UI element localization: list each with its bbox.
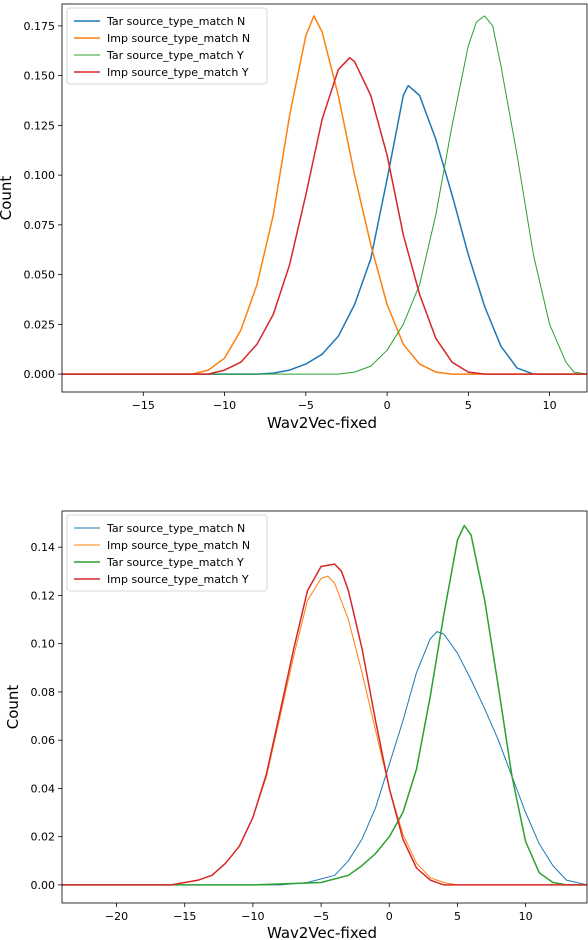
x-tick-label: −15 <box>173 910 196 923</box>
series-line-3 <box>62 563 587 886</box>
legend-box <box>66 7 268 85</box>
series-line-1 <box>62 15 587 375</box>
legend-entry: Imp source_type_match N <box>107 32 250 45</box>
y-tick-label: 0.075 <box>24 219 56 232</box>
series-line-2 <box>62 15 587 375</box>
y-tick-label: 0.100 <box>24 169 56 182</box>
x-axis-label: Wav2Vec-fixed <box>267 414 377 432</box>
x-tick-label: −5 <box>313 910 329 923</box>
series-line-2 <box>62 524 587 886</box>
legend-box <box>66 514 268 592</box>
y-tick-label: 0.175 <box>24 20 56 33</box>
series-line-3 <box>62 56 587 375</box>
x-tick-label: 0 <box>384 399 391 412</box>
series-line-0 <box>62 84 587 375</box>
y-tick-label: 0.025 <box>24 318 56 331</box>
x-tick-label: 5 <box>465 399 472 412</box>
series-line-1 <box>62 575 587 886</box>
chart-bottom: −20 −15 −10 −5 0 5 10 0.00 0.02 0.04 0.06 0.08 0.10 0… <box>4 510 588 940</box>
legend-entry: Imp source_type_match N <box>107 539 250 552</box>
y-tick-label: 0.06 <box>31 734 56 747</box>
legend-entry: Tar source_type_match N <box>106 15 245 28</box>
x-tick-label: 5 <box>454 910 461 923</box>
x-tick-label: 10 <box>543 399 557 412</box>
legend: Tar source_type_match N Imp source_type_m… <box>66 514 268 592</box>
y-axis-label: Count <box>4 685 22 730</box>
x-tick-label: 0 <box>386 910 393 923</box>
x-tick-label: −10 <box>213 399 236 412</box>
y-tick-label: 0.12 <box>31 589 56 602</box>
x-tick-label: −10 <box>241 910 264 923</box>
series-line-0 <box>62 631 587 886</box>
y-tick-label: 0.04 <box>31 782 56 795</box>
y-tick-label: 0.125 <box>24 119 56 132</box>
y-tick-label: 0.000 <box>24 368 56 381</box>
y-tick-label: 0.10 <box>31 638 56 651</box>
x-tick-label: −20 <box>105 910 128 923</box>
y-tick-label: 0.08 <box>31 686 56 699</box>
series-lines <box>62 15 587 375</box>
legend-entry: Tar source_type_match N <box>106 522 245 535</box>
x-tick-label: −5 <box>298 399 314 412</box>
y-axis-label: Count <box>0 176 15 221</box>
axes-frame <box>61 3 588 393</box>
legend-entry: Imp source_type_match Y <box>107 66 249 79</box>
y-tick-label: 0.150 <box>24 70 56 83</box>
series-lines <box>62 524 587 886</box>
y-tick-label: 0.00 <box>31 879 56 892</box>
legend-entry: Imp source_type_match Y <box>107 573 249 586</box>
x-tick-label: −15 <box>132 399 155 412</box>
legend-entry: Tar source_type_match Y <box>106 556 244 569</box>
x-tick-label: 10 <box>519 910 533 923</box>
chart-top: −15 −10 −5 0 5 10 0.000 0.025 0.050 0.075 0.100 0.1… <box>0 3 588 432</box>
y-tick-label: 0.02 <box>31 831 56 844</box>
legend: Tar source_type_match N Imp source_type_m… <box>66 7 268 85</box>
x-axis-label: Wav2Vec-fixed <box>267 924 377 940</box>
legend-entry: Tar source_type_match Y <box>106 49 244 62</box>
y-tick-label: 0.050 <box>24 269 56 282</box>
y-tick-label: 0.14 <box>31 541 56 554</box>
axes-frame <box>61 510 588 904</box>
